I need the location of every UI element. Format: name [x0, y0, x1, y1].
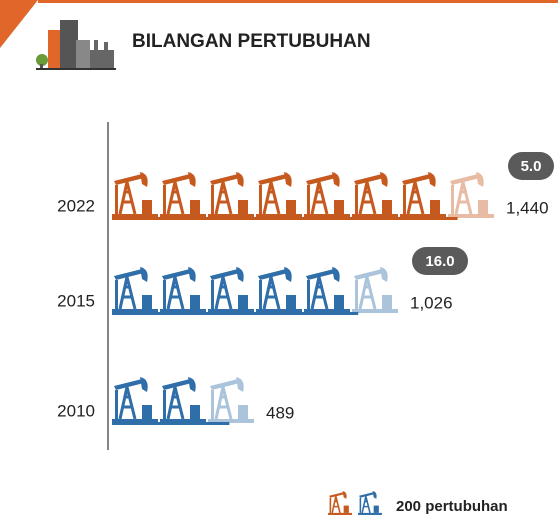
badge-label: 16.0	[425, 253, 454, 270]
pictogram-row: 2010 489	[57, 375, 294, 425]
icon	[112, 375, 158, 425]
pictogram-row: 2022 1,440 5.0	[57, 152, 554, 220]
legend: 200 pertubuhan	[328, 490, 508, 516]
icon	[304, 170, 350, 220]
icon	[208, 265, 254, 315]
icon	[160, 265, 206, 315]
icon	[352, 170, 398, 220]
header: BILANGAN PERTUBUHAN	[0, 0, 558, 70]
icon	[256, 265, 302, 315]
icon	[448, 170, 494, 220]
plot-area: 2022 1,440 5.0 2015 1,026 16.0 2010 489	[57, 152, 554, 425]
value-bar	[112, 217, 458, 220]
chart-title: BILANGAN PERTUBUHAN	[132, 31, 371, 52]
value-label: 1,440	[506, 198, 549, 217]
icon	[160, 375, 206, 425]
value-bar	[112, 312, 359, 315]
badge-label: 5.0	[521, 158, 542, 175]
icon	[112, 170, 158, 220]
legend-label: 200 pertubuhan	[396, 498, 508, 515]
icon	[208, 375, 254, 425]
corner-accent	[0, 0, 38, 48]
value-label: 1,026	[410, 293, 453, 312]
legend-icon	[328, 490, 352, 516]
y-tick-label: 2010	[57, 401, 95, 420]
value-label: 489	[266, 403, 294, 422]
icon	[112, 265, 158, 315]
building-icon	[36, 20, 116, 70]
badge	[412, 247, 468, 275]
icon	[160, 170, 206, 220]
y-tick-label: 2022	[57, 196, 95, 215]
value-bar	[112, 422, 230, 425]
icon	[208, 170, 254, 220]
y-tick-label: 2015	[57, 291, 95, 310]
badge	[508, 152, 554, 180]
icon	[304, 265, 350, 315]
icon	[400, 170, 446, 220]
header-line	[38, 0, 558, 3]
pictogram-row: 2015 1,026 16.0	[57, 247, 468, 315]
icon	[352, 265, 398, 315]
icon	[256, 170, 302, 220]
legend-icon	[358, 490, 382, 516]
